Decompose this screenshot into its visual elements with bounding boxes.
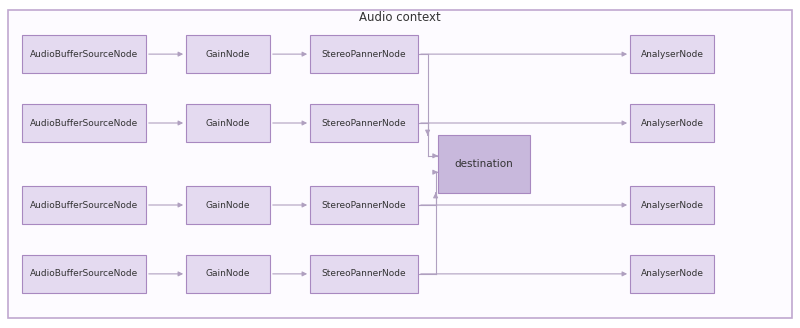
FancyBboxPatch shape (310, 255, 418, 293)
FancyBboxPatch shape (22, 255, 146, 293)
Text: AnalyserNode: AnalyserNode (641, 118, 703, 128)
Text: AudioBufferSourceNode: AudioBufferSourceNode (30, 50, 138, 59)
Text: StereoPannerNode: StereoPannerNode (322, 200, 406, 210)
FancyBboxPatch shape (630, 35, 714, 73)
FancyBboxPatch shape (186, 255, 270, 293)
FancyBboxPatch shape (310, 186, 418, 224)
Text: AnalyserNode: AnalyserNode (641, 50, 703, 59)
FancyBboxPatch shape (310, 104, 418, 142)
Text: GainNode: GainNode (206, 118, 250, 128)
FancyBboxPatch shape (22, 35, 146, 73)
FancyBboxPatch shape (310, 35, 418, 73)
Text: AnalyserNode: AnalyserNode (641, 200, 703, 210)
FancyBboxPatch shape (630, 186, 714, 224)
FancyBboxPatch shape (630, 255, 714, 293)
FancyBboxPatch shape (186, 35, 270, 73)
Text: GainNode: GainNode (206, 200, 250, 210)
FancyBboxPatch shape (22, 186, 146, 224)
Text: StereoPannerNode: StereoPannerNode (322, 50, 406, 59)
FancyBboxPatch shape (22, 104, 146, 142)
FancyBboxPatch shape (186, 186, 270, 224)
Text: AudioBufferSourceNode: AudioBufferSourceNode (30, 269, 138, 278)
Text: Audio context: Audio context (359, 11, 441, 25)
Text: destination: destination (454, 159, 514, 169)
Text: AudioBufferSourceNode: AudioBufferSourceNode (30, 118, 138, 128)
Text: AudioBufferSourceNode: AudioBufferSourceNode (30, 200, 138, 210)
FancyBboxPatch shape (186, 104, 270, 142)
Text: StereoPannerNode: StereoPannerNode (322, 269, 406, 278)
FancyBboxPatch shape (630, 104, 714, 142)
Text: GainNode: GainNode (206, 50, 250, 59)
Text: AnalyserNode: AnalyserNode (641, 269, 703, 278)
FancyBboxPatch shape (438, 135, 530, 193)
Text: StereoPannerNode: StereoPannerNode (322, 118, 406, 128)
Text: GainNode: GainNode (206, 269, 250, 278)
FancyBboxPatch shape (8, 10, 792, 318)
